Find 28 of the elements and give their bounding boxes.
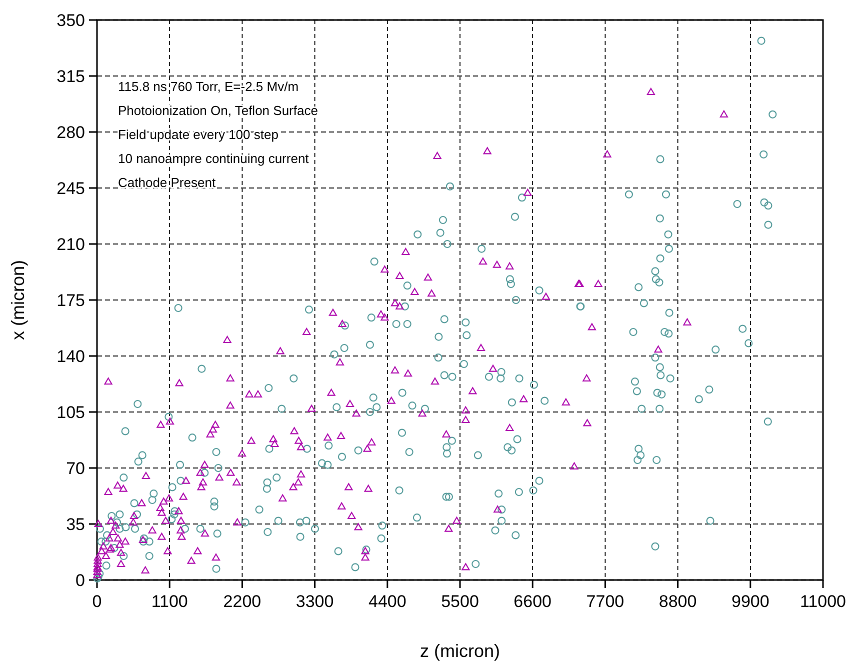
x-tick-label: 2200 bbox=[223, 592, 262, 611]
y-tick-label: 175 bbox=[56, 290, 85, 310]
x-axis-title: z (micron) bbox=[420, 641, 500, 661]
y-axis-title: x (micron) bbox=[8, 260, 28, 340]
y-tick-label: 245 bbox=[56, 178, 85, 198]
y-tick-label: 70 bbox=[66, 458, 85, 478]
x-tick-label: 1100 bbox=[151, 592, 188, 611]
x-tick-label: 6600 bbox=[514, 592, 552, 611]
annotation: Photoionization On, Teflon Surface bbox=[118, 103, 318, 118]
y-tick-label: 105 bbox=[56, 402, 85, 422]
x-tick-label: 5500 bbox=[441, 592, 479, 611]
annotation: 115.8 ns 760 Torr, E=-2.5 Mv/m bbox=[118, 79, 299, 94]
x-tick-label: 0 bbox=[92, 592, 102, 611]
y-tick-label: 210 bbox=[56, 234, 85, 254]
y-tick-label: 0 bbox=[76, 570, 85, 590]
x-tick-label: 3300 bbox=[296, 592, 334, 611]
x-tick-label: 4400 bbox=[368, 592, 406, 611]
y-tick-label: 350 bbox=[56, 10, 85, 30]
y-tick-label: 35 bbox=[66, 514, 85, 534]
annotation: 10 nanoampre continuing current bbox=[118, 151, 310, 166]
annotation: Cathode Present bbox=[118, 175, 216, 190]
y-tick-label: 280 bbox=[56, 122, 85, 142]
x-tick-label: 8800 bbox=[658, 592, 697, 611]
y-tick-label: 315 bbox=[56, 66, 85, 86]
y-tick-label: 140 bbox=[56, 346, 85, 366]
x-tick-label: 7700 bbox=[586, 592, 624, 611]
x-tick-label: 11000 bbox=[800, 592, 846, 611]
x-tick-label: 9900 bbox=[731, 592, 770, 611]
